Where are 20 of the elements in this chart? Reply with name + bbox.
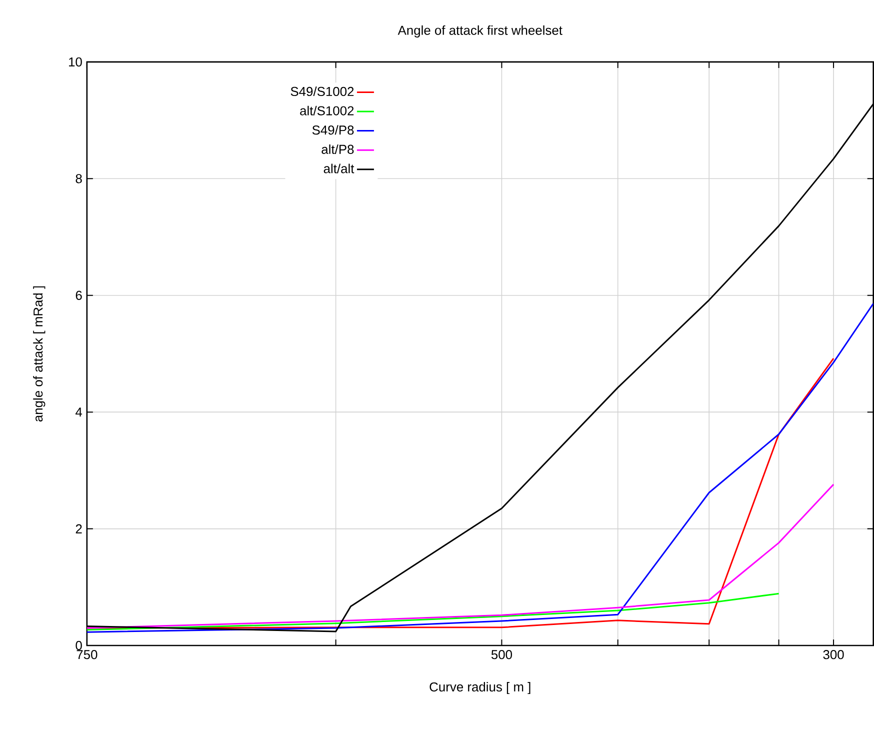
legend-label: alt/S1002: [300, 106, 354, 116]
y-tick-label: 8: [76, 174, 82, 184]
line-series: [86, 483, 834, 629]
y-axis-title: angle of attack [ mRad ]: [33, 286, 46, 422]
x-axis-title: Curve radius [ m ]: [430, 682, 530, 694]
x-tick-label: 300: [823, 650, 844, 659]
line-series: [86, 302, 874, 633]
line-series: [86, 592, 780, 630]
y-tick-label: 0: [76, 640, 82, 650]
y-tick-label: 4: [76, 407, 82, 416]
y-tick-label: 2: [76, 524, 82, 534]
y-tick-label: 6: [76, 290, 82, 300]
legend-label: S49/P8: [312, 124, 354, 134]
legend-label: S49/S1002: [290, 86, 354, 96]
x-tick-label: 500: [491, 650, 512, 659]
chart-title: Angle of attack first wheelset: [398, 25, 562, 38]
y-tick-label: 10: [69, 57, 82, 66]
legend-label: alt/P8: [322, 144, 354, 154]
legend-label: alt/alt: [324, 164, 354, 174]
x-tick-label: 750: [76, 650, 98, 659]
